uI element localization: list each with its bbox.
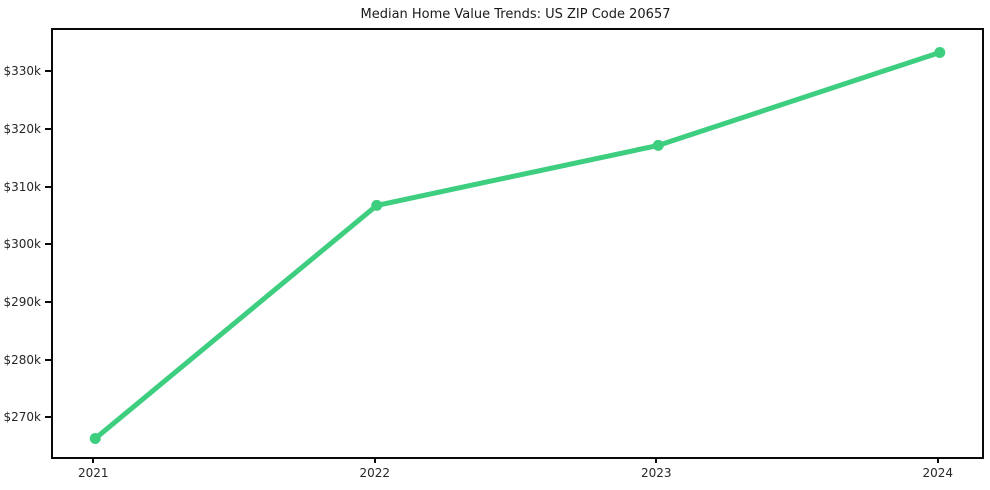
y-tick-label: $310k [3, 179, 42, 194]
y-tick-label: $290k [3, 295, 42, 310]
line-chart-svg [89, 47, 946, 445]
x-tick-mark [655, 457, 658, 463]
y-tick-mark [45, 416, 51, 419]
chart-title: Median Home Value Trends: US ZIP Code 20… [360, 7, 671, 22]
y-tick-mark [45, 127, 51, 130]
y-tick-label: $280k [3, 352, 42, 367]
data-point [652, 139, 664, 151]
data-point [371, 199, 383, 211]
y-tick-label: $320k [3, 121, 42, 136]
x-tick-label: 2022 [359, 466, 390, 480]
x-tick-mark [92, 457, 95, 463]
y-tick-label: $270k [3, 410, 42, 425]
x-tick-label: 2023 [640, 466, 672, 480]
y-tick-label: $330k [3, 64, 42, 79]
y-tick-mark [45, 185, 51, 188]
x-tick-label: 2024 [922, 466, 954, 480]
y-tick-mark [45, 243, 51, 246]
plot-area [51, 28, 984, 459]
x-tick-label: 2021 [77, 466, 109, 480]
y-tick-mark [45, 358, 51, 361]
x-tick-mark [373, 457, 376, 463]
y-tick-mark [45, 301, 51, 304]
y-tick-label: $300k [3, 237, 42, 252]
x-tick-mark [936, 457, 939, 463]
y-tick-mark [45, 70, 51, 73]
data-point [89, 433, 101, 445]
data-point [934, 47, 946, 59]
trend-line [92, 50, 943, 442]
